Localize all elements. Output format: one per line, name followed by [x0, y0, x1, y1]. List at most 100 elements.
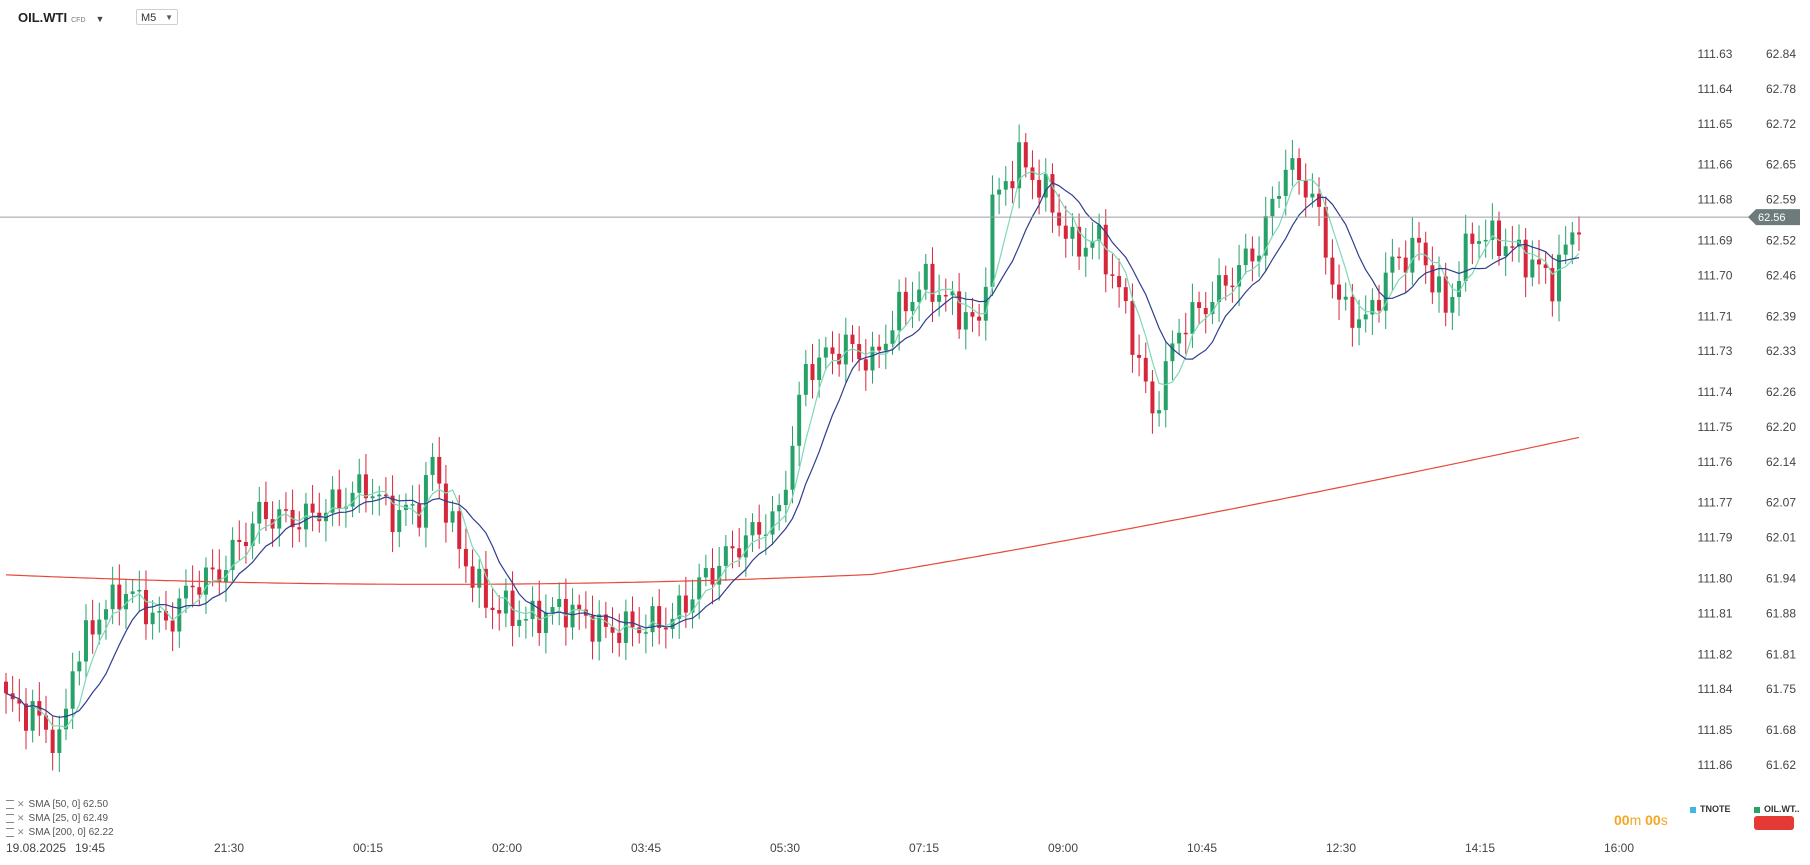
indicator-row-sma200[interactable]: ✕ SMA [200, 0] 62.22 — [6, 825, 114, 839]
candle[interactable] — [983, 267, 988, 341]
candle[interactable] — [1530, 240, 1535, 287]
candle[interactable] — [330, 476, 335, 527]
candle[interactable] — [137, 570, 142, 612]
candle[interactable] — [350, 481, 355, 518]
candle[interactable] — [1437, 256, 1442, 313]
candle[interactable] — [557, 582, 562, 626]
candle[interactable] — [1363, 295, 1368, 333]
candle[interactable] — [30, 689, 35, 743]
candle[interactable] — [17, 678, 22, 722]
candle[interactable] — [863, 339, 868, 391]
candle[interactable] — [217, 549, 222, 596]
candle[interactable] — [357, 458, 362, 514]
candle[interactable] — [1003, 166, 1008, 206]
candle[interactable] — [257, 486, 262, 544]
candle[interactable] — [850, 325, 855, 363]
candle[interactable] — [550, 597, 555, 625]
candle[interactable] — [1117, 258, 1122, 308]
candle[interactable] — [430, 443, 435, 491]
candle[interactable] — [1050, 163, 1055, 233]
candle[interactable] — [903, 277, 908, 326]
candle[interactable] — [1510, 225, 1515, 262]
candle[interactable] — [870, 331, 875, 384]
candle[interactable] — [1503, 228, 1508, 277]
candle[interactable] — [777, 493, 782, 531]
candle[interactable] — [617, 613, 622, 657]
candle[interactable] — [1297, 148, 1302, 195]
candle[interactable] — [910, 281, 915, 329]
candle[interactable] — [443, 465, 448, 543]
candle[interactable] — [1137, 334, 1142, 377]
candle[interactable] — [103, 599, 108, 640]
candle[interactable] — [1570, 221, 1575, 265]
candle[interactable] — [1390, 238, 1395, 291]
candle[interactable] — [503, 578, 508, 628]
candle[interactable] — [1190, 283, 1195, 348]
candle[interactable] — [797, 381, 802, 467]
candle[interactable] — [117, 564, 122, 626]
candle[interactable] — [243, 522, 248, 564]
candle[interactable] — [1310, 173, 1315, 208]
candle[interactable] — [577, 594, 582, 630]
candle[interactable] — [1477, 225, 1482, 259]
candle[interactable] — [710, 548, 715, 605]
candle[interactable] — [1157, 391, 1162, 427]
candle[interactable] — [297, 511, 302, 543]
candle[interactable] — [677, 584, 682, 639]
candle[interactable] — [630, 596, 635, 647]
candle[interactable] — [470, 549, 475, 603]
candle[interactable] — [837, 333, 842, 377]
candle[interactable] — [543, 594, 548, 654]
candle[interactable] — [1077, 213, 1082, 270]
candle[interactable] — [1210, 281, 1215, 325]
candle[interactable] — [1537, 239, 1542, 285]
candle[interactable] — [143, 570, 148, 640]
candle[interactable] — [723, 534, 728, 581]
candle[interactable] — [1250, 236, 1255, 282]
candle[interactable] — [663, 607, 668, 649]
candle[interactable] — [1223, 265, 1228, 301]
candle[interactable] — [1423, 231, 1428, 284]
candle[interactable] — [1470, 222, 1475, 265]
candle[interactable] — [1150, 369, 1155, 434]
candle[interactable] — [370, 478, 375, 515]
candle[interactable] — [770, 495, 775, 546]
candle[interactable] — [1183, 312, 1188, 355]
indicator-row-sma50[interactable]: ✕ SMA [50, 0] 62.50 — [6, 797, 114, 811]
candle[interactable] — [1517, 224, 1522, 263]
candle[interactable] — [70, 652, 75, 729]
candle[interactable] — [1097, 213, 1102, 260]
candle[interactable] — [930, 247, 935, 322]
candle[interactable] — [1217, 258, 1222, 323]
candle[interactable] — [223, 555, 228, 602]
candle[interactable] — [1403, 240, 1408, 293]
candle[interactable] — [763, 514, 768, 555]
candle[interactable] — [237, 520, 242, 561]
candle[interactable] — [803, 350, 808, 407]
candle[interactable] — [1257, 236, 1262, 278]
candle[interactable] — [1483, 219, 1488, 258]
overlay-tnote[interactable]: TNOTE — [1690, 804, 1731, 814]
candle[interactable] — [1430, 246, 1435, 304]
candle[interactable] — [963, 292, 968, 350]
candle[interactable] — [1457, 261, 1462, 316]
candle[interactable] — [1323, 196, 1328, 275]
candle[interactable] — [363, 453, 368, 513]
candle[interactable] — [1103, 209, 1108, 293]
candle[interactable] — [603, 601, 608, 639]
candle[interactable] — [377, 485, 382, 516]
candle[interactable] — [1577, 216, 1581, 251]
candle[interactable] — [397, 494, 402, 548]
timeframe-selector[interactable]: M5 ▼ — [136, 9, 178, 25]
candle[interactable] — [1337, 264, 1342, 320]
candle[interactable] — [1177, 318, 1182, 355]
candle[interactable] — [1463, 214, 1468, 292]
candle[interactable] — [810, 344, 815, 399]
candle[interactable] — [1237, 244, 1242, 307]
candle[interactable] — [277, 499, 282, 547]
candle[interactable] — [877, 334, 882, 368]
candle[interactable] — [950, 281, 955, 315]
indicator-row-sma25[interactable]: ✕ SMA [25, 0] 62.49 — [6, 811, 114, 825]
symbol-selector[interactable]: OIL.WTI CFD ▼ — [18, 10, 104, 25]
candle[interactable] — [757, 504, 762, 549]
